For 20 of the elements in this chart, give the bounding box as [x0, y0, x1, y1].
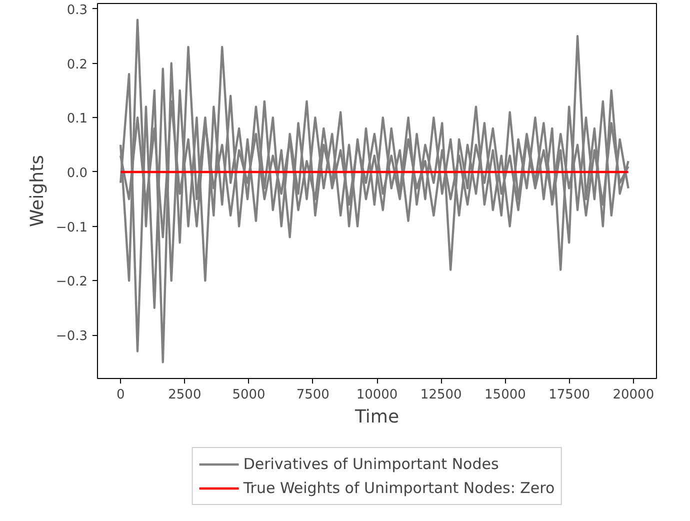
y-tick-label: −0.1 [56, 220, 88, 236]
legend-label: True Weights of Unimportant Nodes: Zero [243, 478, 555, 496]
x-tick-label: 7500 [296, 388, 330, 402]
x-tick-label: 17500 [548, 388, 590, 402]
x-tick-label: 15000 [484, 388, 526, 402]
x-axis-title: Time [354, 406, 400, 428]
y-tick-label: 0.1 [66, 112, 88, 127]
x-tick-label: 2500 [168, 388, 202, 402]
x-tick-label: 12500 [420, 388, 462, 402]
x-tick-label: 10000 [356, 388, 398, 402]
y-tick-label: 0.0 [66, 166, 88, 181]
x-tick-label: 5000 [232, 388, 266, 402]
y-tick-label: 0.2 [66, 57, 88, 72]
y-tick-label: −0.2 [56, 274, 88, 290]
y-tick-label: 0.3 [66, 2, 88, 18]
x-tick-label: 20000 [612, 388, 654, 402]
legend-label: Derivatives of Unimportant Nodes [243, 454, 499, 472]
x-tick-label: 0 [116, 388, 125, 402]
y-tick-label: −0.3 [56, 329, 88, 344]
y-axis-title: Weights [26, 154, 48, 228]
